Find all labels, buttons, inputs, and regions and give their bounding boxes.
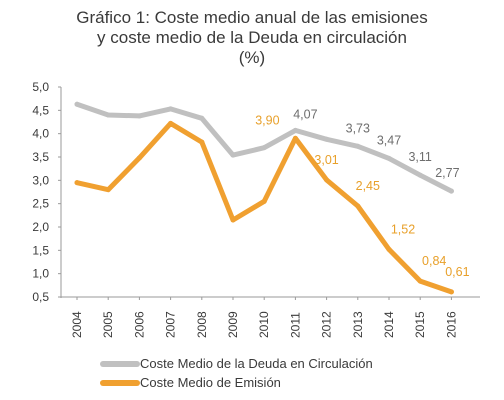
legend-label-emision: Coste Medio de Emisión	[140, 375, 281, 390]
y-tick-label: 2,0	[32, 220, 49, 234]
x-tick-label: 2004	[70, 311, 84, 338]
x-tick-label: 2010	[257, 311, 271, 338]
legend-label-deuda: Coste Medio de la Deuda en Circulación	[140, 356, 373, 371]
data-point	[355, 143, 361, 149]
data-point	[386, 246, 392, 252]
data-point	[261, 145, 267, 151]
chart-legend: Coste Medio de la Deuda en Circulación C…	[100, 354, 373, 392]
data-label: 2,45	[356, 179, 380, 193]
data-point	[448, 188, 454, 194]
x-tick-label: 2013	[351, 311, 365, 338]
data-label: 2,77	[435, 166, 459, 180]
data-point	[136, 113, 142, 119]
data-label: 3,90	[255, 113, 279, 127]
y-tick-label: 4,5	[32, 103, 49, 117]
x-tick-label: 2011	[288, 312, 302, 338]
x-tick-label: 2008	[195, 311, 209, 338]
chart-title-line1: Gráfico 1: Coste medio anual de las emis…	[76, 8, 428, 27]
data-point	[230, 152, 236, 158]
data-point	[199, 115, 205, 121]
data-point	[105, 112, 111, 118]
data-label: 4,07	[293, 107, 317, 121]
x-tick-label: 2012	[320, 311, 334, 338]
legend-item-deuda: Coste Medio de la Deuda en Circulación	[100, 354, 373, 373]
x-tick-label: 2016	[444, 311, 458, 338]
y-tick-label: 3,0	[32, 173, 49, 187]
chart-series	[74, 101, 454, 295]
data-point	[355, 203, 361, 209]
y-tick-label: 2,5	[32, 197, 49, 211]
data-point	[417, 172, 423, 178]
data-point	[417, 278, 423, 284]
x-tick-label: 2015	[413, 311, 427, 338]
data-label: 3,47	[377, 133, 401, 147]
data-label: 3,01	[314, 153, 338, 167]
legend-item-emision: Coste Medio de Emisión	[100, 373, 373, 392]
data-point	[324, 136, 330, 142]
x-tick-label: 2007	[164, 311, 178, 338]
data-label: 3,73	[346, 121, 370, 135]
data-point	[74, 180, 80, 186]
y-tick-label: 5,0	[32, 80, 49, 94]
chart-data-labels: 4,07 3,73 3,47 3,11 2,77 3,90 3,01 2,45 1,52 0,84…	[255, 107, 469, 278]
data-point	[168, 120, 174, 126]
y-tick-label: 1,0	[32, 267, 49, 281]
data-point	[292, 135, 298, 141]
x-tick-label: 2009	[226, 311, 240, 338]
data-point	[386, 155, 392, 161]
data-point	[136, 155, 142, 161]
y-tick-label: 0,5	[32, 290, 49, 304]
chart-axes: 0,5 1,0 1,5 2,0 2,5 3,0 3,5 4,0 4,5 5,0 2004 2005 20…	[32, 80, 480, 338]
x-tick-label: 2005	[101, 311, 115, 338]
legend-swatch-deuda	[100, 360, 140, 367]
y-tick-label: 4,0	[32, 127, 49, 141]
data-point	[230, 217, 236, 223]
x-tick-label: 2006	[132, 311, 146, 338]
data-point	[168, 106, 174, 112]
x-tick-label: 2014	[382, 311, 396, 338]
data-point	[105, 187, 111, 193]
chart-title-line3: (%)	[238, 48, 266, 67]
data-point	[292, 127, 298, 133]
data-point	[324, 177, 330, 183]
data-label: 0,84	[422, 254, 446, 268]
chart-title-line2: y coste medio de la Deuda en circulación	[97, 28, 407, 47]
data-point	[74, 101, 80, 107]
data-label: 1,52	[391, 222, 415, 236]
data-label: 0,61	[445, 265, 469, 279]
y-tick-label: 3,5	[32, 150, 49, 164]
y-tick-label: 1,5	[32, 243, 49, 257]
data-label: 3,11	[408, 150, 431, 164]
chart-title: Gráfico 1: Coste medio anual de las emis…	[0, 8, 504, 68]
legend-swatch-emision	[100, 379, 140, 386]
data-point	[199, 139, 205, 145]
data-point	[261, 198, 267, 204]
data-point	[448, 289, 454, 295]
